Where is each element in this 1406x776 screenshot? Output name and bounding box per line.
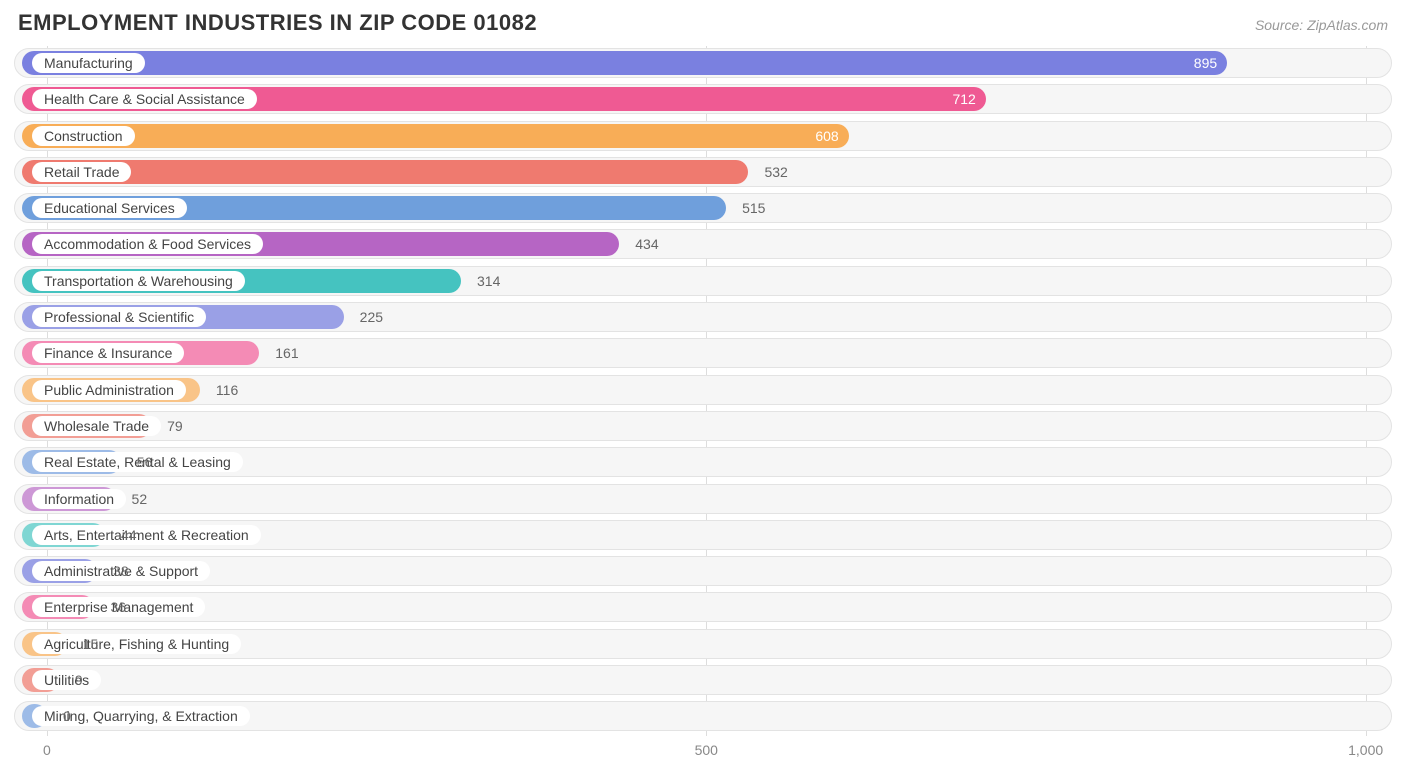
bar-track <box>14 484 1392 514</box>
bar-row: 608 Construction <box>14 119 1392 153</box>
bar-label: Health Care & Social Assistance <box>32 89 257 109</box>
bar-row: Professional & Scientific 225 <box>14 300 1392 334</box>
bar-value: 52 <box>132 491 148 507</box>
x-axis: 0 500 1,000 <box>14 740 1392 766</box>
bar-row: Finance & Insurance 161 <box>14 336 1392 370</box>
bar-value: 895 <box>1194 55 1217 71</box>
bar-row: Administrative & Support38 <box>14 554 1392 588</box>
bar-row: Mining, Quarrying, & Extraction0 <box>14 699 1392 733</box>
bar-row: Utilities9 <box>14 663 1392 697</box>
bar-value: 15 <box>83 636 99 652</box>
bar-label: Accommodation & Food Services <box>32 234 263 254</box>
chart-title: EMPLOYMENT INDUSTRIES IN ZIP CODE 01082 <box>18 10 537 36</box>
x-axis-tick-label: 500 <box>695 742 718 758</box>
bar-value: 38 <box>113 563 129 579</box>
bar-track <box>14 592 1392 622</box>
chart-header: EMPLOYMENT INDUSTRIES IN ZIP CODE 01082 … <box>0 0 1406 42</box>
bar-value: 515 <box>742 200 765 216</box>
bar-label: Professional & Scientific <box>32 307 206 327</box>
bar-row: Wholesale Trade 79 <box>14 409 1392 443</box>
bar-label: Wholesale Trade <box>32 416 161 436</box>
bar-track <box>14 665 1392 695</box>
bar-label: Finance & Insurance <box>32 343 184 363</box>
chart-area: 895 Manufacturing 712 Health Care & Social … <box>0 42 1406 766</box>
bar-label: Manufacturing <box>32 53 145 73</box>
x-axis-tick-label: 1,000 <box>1348 742 1383 758</box>
bar-row: Public Administration 116 <box>14 373 1392 407</box>
bar-fill: 608 <box>22 124 849 148</box>
bar-row: Accommodation & Food Services 434 <box>14 227 1392 261</box>
bar-label: Construction <box>32 126 135 146</box>
bar-value: 79 <box>167 418 183 434</box>
bar-value: 0 <box>63 708 71 724</box>
bar-row: Transportation & Warehousing 314 <box>14 264 1392 298</box>
bar-value: 36 <box>110 599 126 615</box>
bar-value: 314 <box>477 273 500 289</box>
bar-label: Public Administration <box>32 380 186 400</box>
bar-value: 225 <box>360 309 383 325</box>
bar-track <box>14 556 1392 586</box>
bar-row: Information 52 <box>14 482 1392 516</box>
bar-row: Agriculture, Fishing & Hunting15 <box>14 627 1392 661</box>
bar-value: 608 <box>815 128 838 144</box>
bar-value: 56 <box>137 454 153 470</box>
bar-value: 116 <box>216 382 238 398</box>
bar-row: 895 Manufacturing <box>14 46 1392 80</box>
bar-row: Real Estate, Rental & Leasing56 <box>14 445 1392 479</box>
bar-label: Information <box>32 489 126 509</box>
bar-label: Transportation & Warehousing <box>32 271 245 291</box>
bar-label: Arts, Entertainment & Recreation <box>32 525 261 545</box>
bar-row: 712 Health Care & Social Assistance <box>14 82 1392 116</box>
bar-value: 712 <box>952 91 975 107</box>
x-axis-tick-label: 0 <box>43 742 51 758</box>
bar-value: 532 <box>764 164 787 180</box>
bar-label: Agriculture, Fishing & Hunting <box>32 634 241 654</box>
bar-row: Arts, Entertainment & Recreation44 <box>14 518 1392 552</box>
bar-track <box>14 411 1392 441</box>
bar-row: Enterprise Management36 <box>14 590 1392 624</box>
bar-label: Utilities <box>32 670 101 690</box>
bar-row: Retail Trade 532 <box>14 155 1392 189</box>
bar-value: 9 <box>75 672 83 688</box>
bar-row: Educational Services 515 <box>14 191 1392 225</box>
bar-label: Educational Services <box>32 198 187 218</box>
chart-plot: 895 Manufacturing 712 Health Care & Social … <box>14 46 1392 736</box>
bar-fill: 895 <box>22 51 1227 75</box>
chart-source: Source: ZipAtlas.com <box>1255 17 1388 33</box>
bar-value: 44 <box>121 527 137 543</box>
bar-label: Retail Trade <box>32 162 131 182</box>
bar-value: 161 <box>275 345 298 361</box>
bar-value: 434 <box>635 236 658 252</box>
